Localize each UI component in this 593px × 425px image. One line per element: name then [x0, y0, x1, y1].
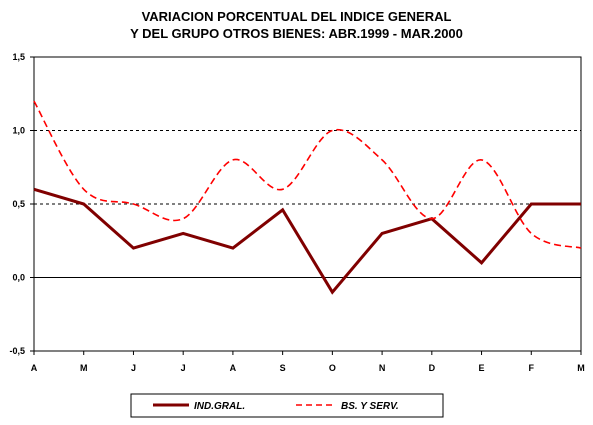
chart-title-line-2: Y DEL GRUPO OTROS BIENES: ABR.1999 - MAR…: [130, 26, 463, 41]
series-line-ind-gral: [33, 187, 581, 295]
x-tick-label: J: [131, 363, 136, 373]
x-tick-label: M: [577, 363, 585, 373]
chart-title-line-1: VARIACION PORCENTUAL DEL INDICE GENERAL: [141, 9, 452, 24]
y-tick-label: 0,0: [12, 273, 25, 283]
x-tick-label: F: [529, 363, 535, 373]
y-tick-label: 1,5: [12, 52, 25, 62]
x-tick-label: J: [181, 363, 186, 373]
x-tick-label: N: [379, 363, 386, 373]
y-tick-label: -0,5: [9, 346, 25, 356]
legend-box: [130, 393, 444, 418]
y-tick-label: 0,5: [12, 199, 25, 209]
legend-label-bs-serv: BS. Y SERV.: [341, 401, 399, 412]
x-tick-label: D: [429, 363, 436, 373]
x-tick-label: M: [80, 363, 88, 373]
x-tick-label: E: [479, 363, 485, 373]
y-axis-ticks: 1,5 1,0 0,5 0,0 -0,5: [9, 52, 34, 356]
legend-label-ind-gral: IND.GRAL.: [194, 401, 245, 412]
series-group: [33, 100, 582, 295]
x-tick-label: A: [230, 363, 237, 373]
reference-lines: [34, 130, 581, 205]
x-tick-label: O: [329, 363, 336, 373]
x-tick-label: A: [31, 363, 38, 373]
series-line-bs-serv: [33, 100, 582, 249]
x-tick-label: S: [280, 363, 286, 373]
y-tick-label: 1,0: [12, 126, 25, 136]
